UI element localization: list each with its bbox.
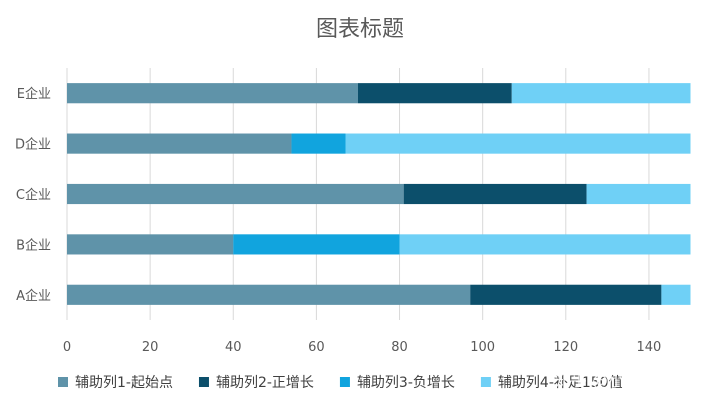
bar-E企业-series-4 [511,83,691,104]
x-axis-labels: 0 20 40 60 80 100 120 140 [63,340,661,355]
bar-A企业-series-2 [470,284,662,305]
legend: 辅助列1-起始点 辅助列2-正增长 辅助列3-负增长 辅助列4-补足150值 [58,375,623,391]
bar-E企业-series-2 [357,83,512,104]
bar-D企业-series-3 [291,133,346,154]
legend-label-2: 辅助列2-正增长 [216,375,314,391]
x-tick-label-20: 20 [142,340,159,355]
bar-B企业-series-1 [67,234,234,255]
x-tick-label-100: 100 [470,340,495,355]
y-axis-labels: A企业 B企业 C企业 D企业 E企业 [15,86,51,304]
legend-swatch-2 [198,377,209,387]
bar-A企业-series-1 [67,284,471,305]
bar-A企业-series-4 [661,284,691,305]
bar-D企业-series-1 [67,133,292,154]
bar-D企业-series-4 [345,133,691,154]
bar-C企业-series-1 [67,183,404,205]
x-tick-label-60: 60 [308,340,325,355]
bars [67,83,691,305]
bar-C企业-series-2 [403,183,587,205]
chart-title: 图表标题 [316,17,404,42]
legend-label-3: 辅助列3-负增长 [357,375,455,391]
bar-B企业-series-4 [399,234,691,255]
x-tick-label-40: 40 [225,340,242,355]
legend-swatch-4 [480,377,491,387]
y-tick-label-A企业: A企业 [16,288,51,304]
legend-swatch-3 [339,377,350,387]
y-tick-label-C企业: C企业 [16,187,51,203]
x-tick-label-0: 0 [63,340,71,355]
x-tick-label-80: 80 [391,340,408,355]
bar-B企业-series-3 [233,234,400,255]
legend-label-4: 辅助列4-补足150值 [498,375,623,391]
x-tick-label-140: 140 [637,340,662,355]
bar-E企业-series-1 [67,83,358,104]
legend-label-1: 辅助列1-起始点 [75,375,173,391]
y-tick-label-E企业: E企业 [17,86,51,102]
bar-C企业-series-4 [586,183,691,205]
x-tick-label-120: 120 [553,340,578,355]
y-tick-label-B企业: B企业 [16,237,51,253]
y-tick-label-D企业: D企业 [15,137,51,153]
watermark-text: 知乎 @小河上的森林 [555,371,704,390]
legend-swatch-1 [58,377,68,387]
